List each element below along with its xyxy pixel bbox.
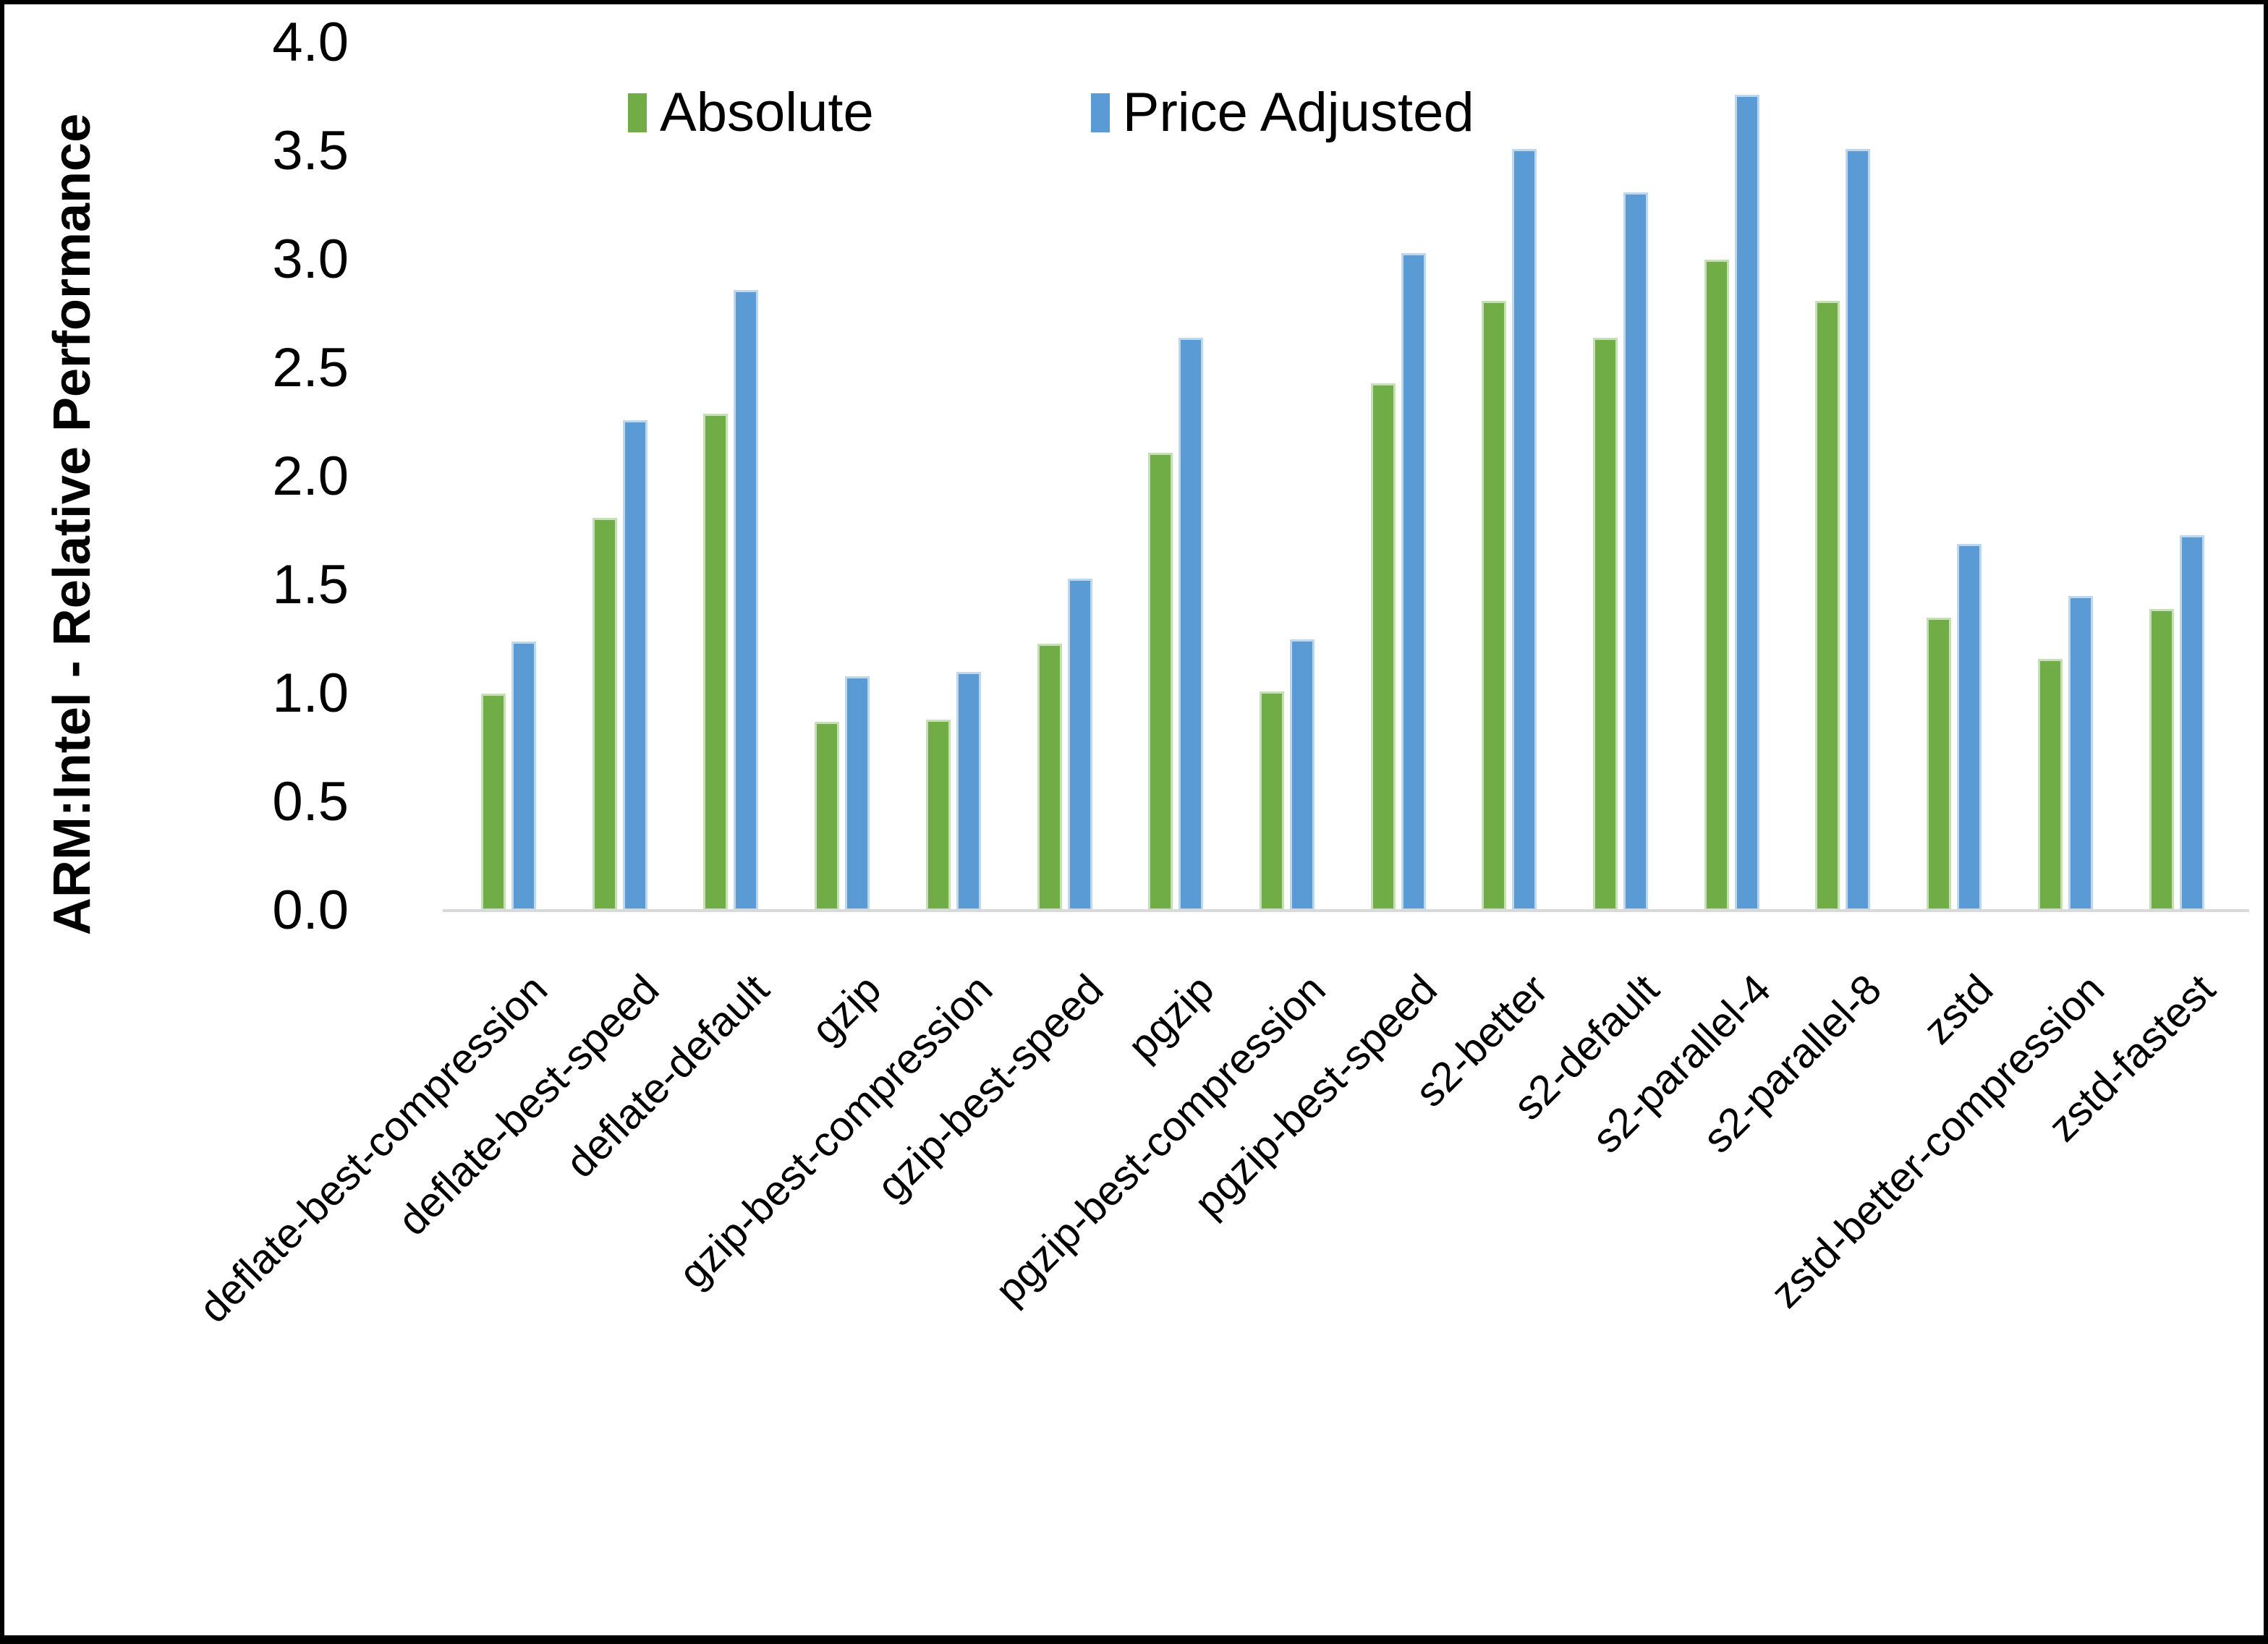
legend-swatch-price-adjusted bbox=[1090, 93, 1110, 132]
y-tick-label: 3.0 bbox=[272, 229, 349, 290]
bar-absolute-zstd-fastest bbox=[2149, 609, 2174, 911]
bar-price-adjusted-zstd-fastest bbox=[2180, 535, 2204, 911]
frame-border-right bbox=[2264, 0, 2268, 1644]
bar-absolute-gzip bbox=[815, 722, 839, 911]
bar-price-adjusted-s2-better bbox=[1512, 149, 1537, 911]
bar-absolute-gzip-best-compression bbox=[926, 720, 951, 911]
x-category-label-pgzip: pgzip bbox=[1118, 966, 1223, 1070]
legend-label-price-adjusted: Price Adjusted bbox=[1122, 82, 1474, 143]
bar-absolute-pgzip bbox=[1148, 453, 1173, 911]
bar-price-adjusted-pgzip bbox=[1178, 338, 1203, 911]
x-category-label-gzip: gzip bbox=[802, 966, 890, 1054]
frame-border-top bbox=[0, 0, 2268, 4]
bar-absolute-s2-better bbox=[1482, 301, 1506, 911]
bar-absolute-zstd bbox=[1927, 618, 1951, 911]
bar-price-adjusted-pgzip-best-compression bbox=[1290, 639, 1314, 911]
bar-price-adjusted-pgzip-best-speed bbox=[1401, 253, 1426, 911]
bar-absolute-gzip-best-speed bbox=[1037, 644, 1062, 911]
bar-price-adjusted-s2-default bbox=[1623, 192, 1648, 911]
bar-absolute-s2-parallel-8 bbox=[1815, 301, 1840, 911]
x-category-label-zstd: zstd bbox=[1914, 966, 2002, 1054]
bar-price-adjusted-s2-parallel-8 bbox=[1846, 149, 1870, 911]
frame-border-bottom bbox=[0, 1635, 2268, 1644]
bar-price-adjusted-gzip bbox=[845, 676, 870, 911]
y-tick-label: 0.5 bbox=[272, 771, 349, 832]
bar-absolute-zstd-better-compression bbox=[2038, 659, 2063, 911]
frame-border-left bbox=[0, 0, 4, 1644]
bar-absolute-pgzip-best-speed bbox=[1371, 383, 1396, 911]
bar-absolute-s2-parallel-4 bbox=[1704, 260, 1729, 911]
y-tick-label: 2.0 bbox=[272, 446, 349, 507]
bar-price-adjusted-zstd-better-compression bbox=[2068, 596, 2093, 911]
bar-price-adjusted-s2-parallel-4 bbox=[1735, 95, 1759, 911]
bar-price-adjusted-zstd bbox=[1957, 544, 1982, 911]
y-tick-label: 1.0 bbox=[272, 663, 349, 724]
bar-absolute-pgzip-best-compression bbox=[1260, 691, 1284, 911]
legend-item-absolute: Absolute bbox=[628, 81, 874, 144]
y-tick-label: 0.0 bbox=[272, 880, 349, 941]
legend-item-price-adjusted: Price Adjusted bbox=[1090, 81, 1474, 144]
y-tick-label: 2.5 bbox=[272, 337, 349, 399]
bar-price-adjusted-deflate-best-compression bbox=[511, 642, 536, 911]
bar-price-adjusted-deflate-best-speed bbox=[623, 420, 647, 911]
y-tick-label: 3.5 bbox=[272, 120, 349, 182]
legend-label-absolute: Absolute bbox=[660, 82, 874, 143]
x-axis-baseline bbox=[443, 909, 2249, 912]
bar-price-adjusted-deflate-default bbox=[734, 290, 758, 911]
legend: Absolute Price Adjusted bbox=[628, 81, 1474, 144]
y-tick-label: 1.5 bbox=[272, 554, 349, 616]
bar-price-adjusted-gzip-best-compression bbox=[956, 672, 981, 911]
bar-absolute-s2-default bbox=[1593, 338, 1618, 911]
legend-swatch-absolute bbox=[628, 93, 647, 132]
bar-absolute-deflate-best-compression bbox=[481, 694, 506, 911]
y-tick-label: 4.0 bbox=[272, 12, 349, 73]
bar-price-adjusted-gzip-best-speed bbox=[1068, 579, 1092, 911]
bar-absolute-deflate-default bbox=[703, 414, 728, 911]
bar-absolute-deflate-best-speed bbox=[593, 518, 617, 911]
